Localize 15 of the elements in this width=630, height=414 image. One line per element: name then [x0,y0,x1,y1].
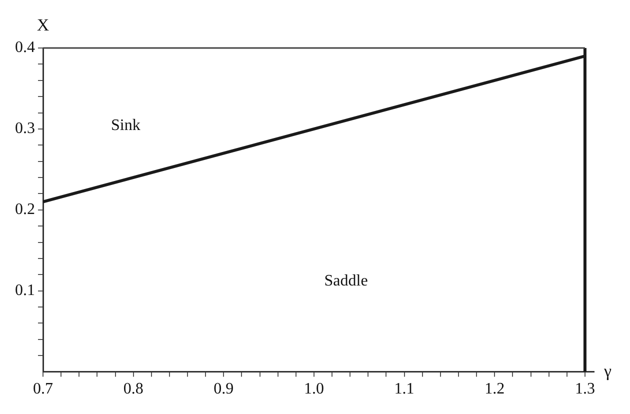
x-tick-label: 1.0 [304,380,324,398]
y-axis-title: X [36,15,50,34]
x-tick-label: 0.9 [214,380,234,398]
x-tick-label: 1.2 [484,380,505,398]
x-tick-label: 0.7 [33,380,53,398]
y-tick-label: 0.4 [15,39,35,56]
y-tick-label: 0.3 [15,120,35,138]
x-tick-label: 0.8 [123,380,144,398]
annotation: Saddle [324,272,368,290]
annotation: Sink [110,116,140,134]
x-axis-title: γ [603,361,612,380]
y-tick-label: 0.1 [15,282,35,300]
x-tick-label: 1.3 [574,380,595,398]
x-tick-label: 1.1 [394,380,414,398]
y-tick-label: 0.2 [15,201,35,218]
